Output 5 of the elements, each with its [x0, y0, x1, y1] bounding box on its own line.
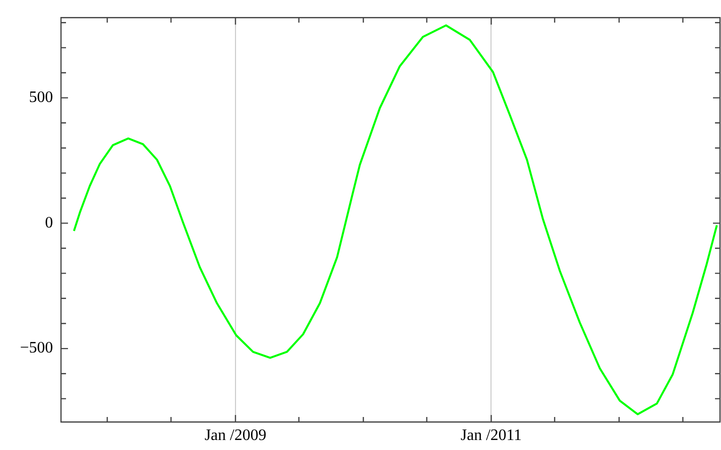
y-tick-label: 500 — [29, 89, 53, 106]
y-tick-label: −500 — [20, 340, 53, 357]
x-tick-label: Jan /2009 — [204, 426, 266, 444]
y-tick-label: 0 — [45, 214, 53, 232]
x-tick-label: Jan /2011 — [460, 426, 522, 444]
